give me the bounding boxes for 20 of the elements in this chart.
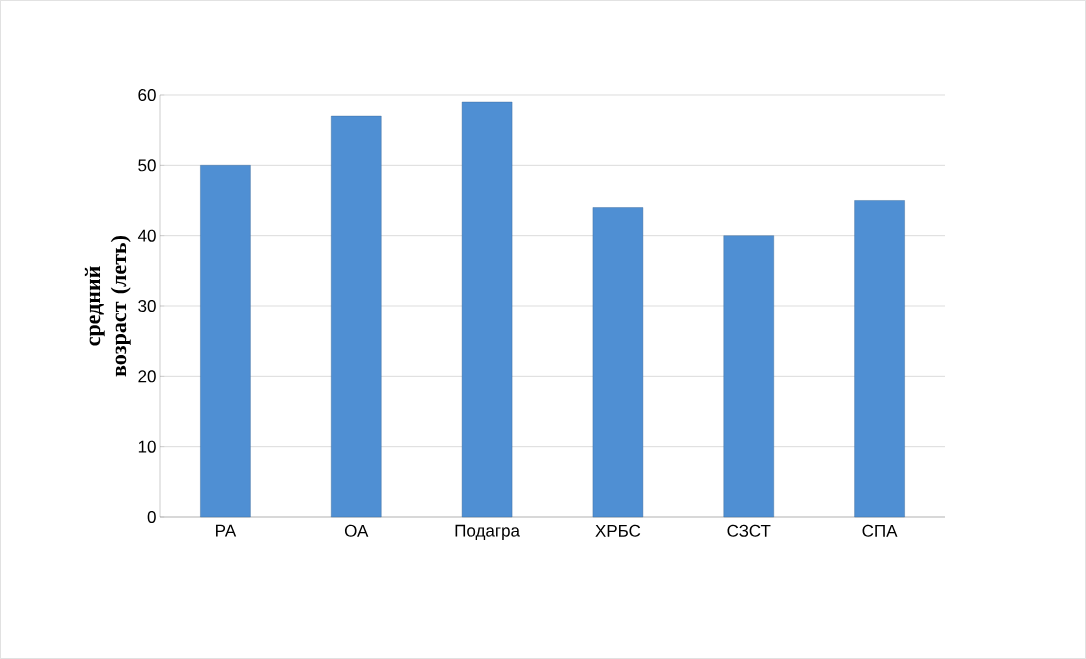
bar (461, 101, 513, 518)
y-tick-label: 50 (138, 159, 156, 172)
bar (331, 115, 382, 518)
y-tick-label: 0 (147, 510, 156, 524)
x-tick-label: ХРБС (595, 524, 641, 537)
x-tick-label: СЗСТ (727, 524, 771, 537)
x-tick-label: СПА (862, 524, 898, 537)
bar (200, 165, 251, 518)
bar (592, 207, 644, 518)
y-tick-label: 60 (138, 88, 156, 102)
x-tick-label: РА (216, 524, 237, 537)
y-tick-label: 30 (138, 299, 156, 313)
y-axis-title: средний возраст (леть) (84, 236, 131, 377)
y-tick-label: 10 (138, 440, 156, 453)
bar (723, 235, 774, 518)
x-tick-label: Подагра (455, 524, 520, 541)
y-tick-label: 40 (137, 229, 156, 242)
x-tick-label: ОА (344, 524, 369, 537)
y-tick-label: 20 (138, 370, 156, 383)
bar (854, 200, 905, 518)
